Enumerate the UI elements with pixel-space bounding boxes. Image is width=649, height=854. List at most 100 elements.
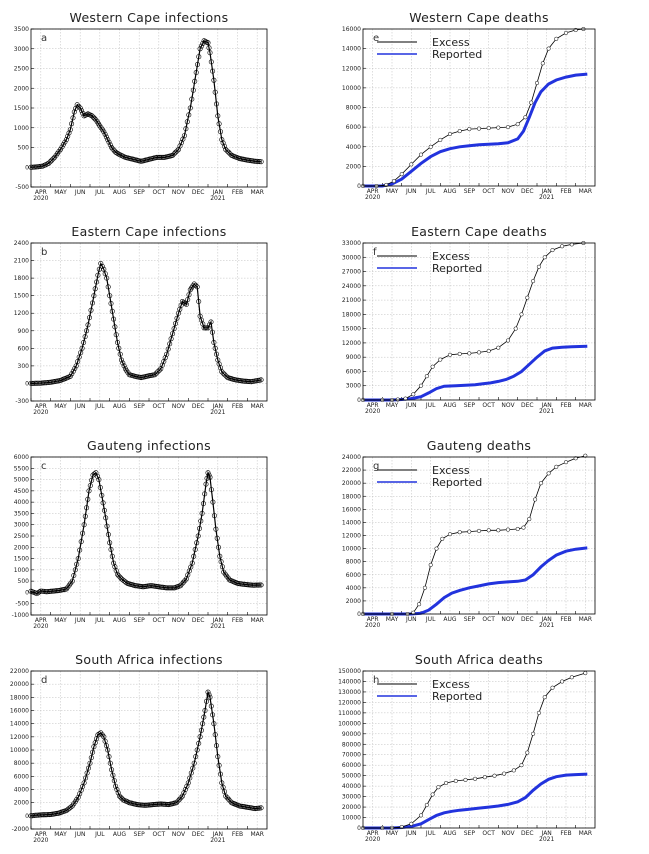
excess-point: [511, 768, 516, 773]
x-tick-label: OCT: [153, 403, 166, 410]
data-point: [205, 40, 211, 46]
data-point: [173, 149, 179, 155]
x-tick-label: FEB: [232, 403, 243, 410]
data-point: [175, 798, 181, 804]
data-point: [113, 332, 119, 338]
x-tick-label: FEB: [232, 617, 243, 624]
data-point: [192, 78, 198, 84]
data-point: [107, 540, 113, 546]
excess-point: [536, 264, 541, 269]
excess-point: [486, 348, 491, 354]
x-year-label: 2020: [365, 408, 380, 415]
excess-point: [505, 125, 511, 130]
x-tick-label: JUN: [74, 189, 86, 196]
y-tick-label: 10000: [342, 815, 361, 822]
excess-point: [513, 326, 518, 331]
data-point: [183, 126, 189, 132]
data-point: [46, 160, 52, 166]
data-point: [95, 272, 101, 278]
data-point: [107, 293, 113, 299]
excess-point: [457, 129, 462, 134]
y-tick-label: 2500: [14, 533, 29, 540]
x-tick-label: NOV: [501, 830, 515, 837]
data-point: [69, 121, 75, 127]
x-tick-label: MAR: [250, 831, 263, 838]
data-point: [198, 727, 204, 733]
data-point: [86, 488, 92, 494]
data-point: [204, 698, 210, 704]
excess-point: [542, 695, 547, 700]
chart-e: Western Cape deaths 0 2000 4000 6000 8000 1000…: [342, 10, 596, 201]
y-tick-label: 600: [18, 345, 30, 352]
data-point: [69, 578, 75, 584]
data-point: [207, 322, 213, 328]
excess-point: [482, 775, 487, 780]
data-point: [193, 754, 199, 760]
excess-point: [546, 46, 551, 51]
data-point: [115, 340, 121, 346]
data-point: [108, 301, 114, 307]
data-point: [94, 473, 100, 479]
excess-point: [417, 602, 422, 607]
panel-gauteng-infections: Gauteng infections -1000 -500 0 500 1000 1500 2…: [0, 428, 324, 640]
x-year-label: 2020: [365, 194, 380, 201]
y-tick-label: 8000: [346, 559, 361, 566]
data-point: [78, 539, 84, 545]
data-point: [90, 300, 96, 306]
data-point: [180, 579, 186, 585]
x-tick-label: MAY: [54, 189, 67, 196]
data-point: [155, 154, 161, 160]
data-point: [206, 472, 212, 478]
legend-reported-label: Reported: [432, 690, 482, 703]
y-tick-label: 0: [25, 589, 29, 596]
y-tick-label: 8000: [14, 760, 29, 767]
y-tick-label: 900: [18, 328, 30, 335]
data-point: [208, 59, 214, 65]
data-point: [114, 787, 120, 793]
excess-point: [531, 279, 536, 284]
excess-point: [515, 122, 520, 127]
data-point: [218, 129, 224, 135]
data-point: [219, 369, 225, 375]
y-tick-label: 4000: [14, 499, 29, 506]
excess-point: [496, 528, 501, 533]
data-point: [216, 121, 222, 127]
x-tick-label: JUN: [405, 616, 417, 623]
data-point: [113, 149, 119, 155]
data-point: [223, 793, 229, 799]
data-point: [121, 363, 127, 369]
data-point: [103, 134, 109, 140]
data-point: [156, 367, 162, 373]
data-point: [184, 119, 190, 125]
data-point: [170, 331, 176, 337]
y-tick-label: 6000: [14, 454, 29, 461]
panel-gauteng-deaths: Gauteng deaths 0 2000 4000 6000 8000 10000 1200…: [325, 428, 649, 640]
x-tick-label: FEB: [232, 189, 243, 196]
y-tick-label: 5500: [14, 465, 29, 472]
series-excess: [363, 455, 586, 615]
data-point: [204, 325, 210, 331]
data-point: [85, 111, 91, 117]
chart-g: Gauteng deaths 0 2000 4000 6000 8000 10000 1200…: [342, 438, 596, 629]
data-point: [91, 293, 97, 299]
y-tick-label: 500: [18, 578, 30, 585]
data-point: [85, 322, 91, 328]
y-tick-label: 2000: [14, 800, 29, 807]
data-point: [195, 533, 201, 539]
x-tick-label: JAN: [541, 830, 552, 837]
y-tick-label: -300: [15, 398, 29, 405]
data-point: [258, 582, 264, 588]
data-point: [168, 585, 174, 591]
data-point: [188, 770, 194, 776]
data-point: [116, 345, 122, 351]
y-tick-label: -1000: [12, 612, 30, 619]
y-tick-label: 10000: [10, 747, 29, 754]
data-point: [98, 260, 104, 266]
data-point: [111, 316, 117, 322]
excess-point: [563, 30, 569, 35]
x-tick-label: SEP: [464, 830, 476, 837]
plot-frame: [30, 242, 268, 402]
data-point: [255, 805, 261, 811]
data-point: [213, 526, 219, 532]
data-point: [73, 363, 79, 369]
